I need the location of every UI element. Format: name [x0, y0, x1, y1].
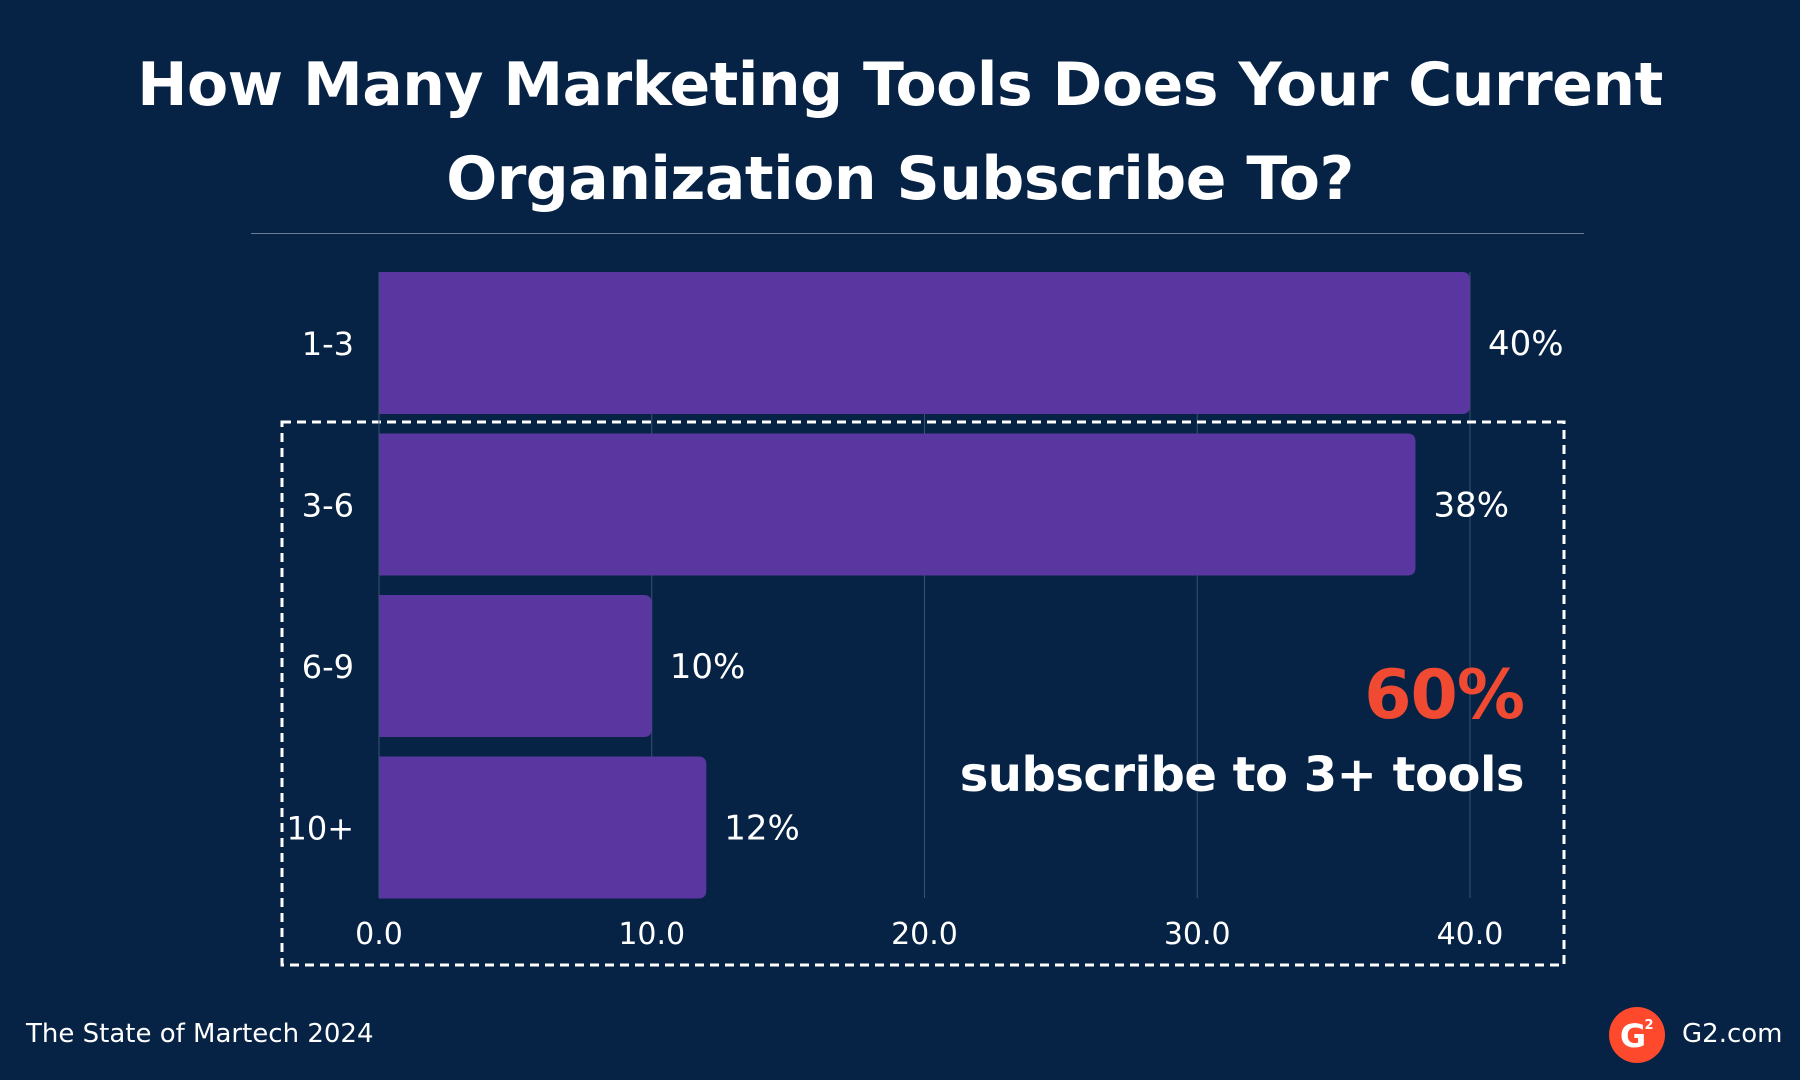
chart-title-line-1: How Many Marketing Tools Does Your Curre…: [137, 50, 1663, 120]
category-label: 3-6: [302, 487, 354, 525]
x-tick-label: 10.0: [618, 917, 685, 952]
chart-title-line-2: Organization Subscribe To?: [446, 144, 1354, 214]
data-label: 12%: [724, 809, 800, 849]
g2-logo-letter: G: [1620, 1017, 1646, 1055]
x-tick-label: 20.0: [891, 917, 958, 952]
callout-text: subscribe to 3+ tools: [959, 747, 1525, 803]
category-label: 10+: [286, 810, 354, 848]
g2-logo-superscript: 2: [1644, 1018, 1653, 1033]
category-label: 6-9: [302, 648, 354, 686]
x-tick-label: 40.0: [1437, 917, 1504, 952]
title-divider: [251, 233, 1584, 234]
bar: [379, 272, 1470, 414]
chart-title: How Many Marketing Tools Does Your Curre…: [0, 38, 1800, 226]
bar: [379, 433, 1416, 576]
footer-brand: G2.com: [1682, 1019, 1783, 1049]
bar: [379, 756, 707, 899]
footer-source: The State of Martech 2024: [26, 1019, 374, 1049]
data-label: 40%: [1488, 324, 1564, 364]
g2-logo-circle: [1609, 1007, 1665, 1063]
x-tick-label: 30.0: [1164, 917, 1231, 952]
bar: [379, 595, 652, 737]
data-label: 38%: [1433, 486, 1509, 526]
category-label: 1-3: [302, 325, 354, 363]
callout-percentage: 60%: [1364, 656, 1525, 735]
x-tick-label: 0.0: [355, 917, 403, 952]
data-label: 10%: [670, 647, 746, 687]
highlight-box: [280, 420, 1566, 967]
g2-logo-icon: G 2: [1609, 1007, 1665, 1063]
callout: 60% subscribe to 3+ tools: [959, 650, 1525, 808]
